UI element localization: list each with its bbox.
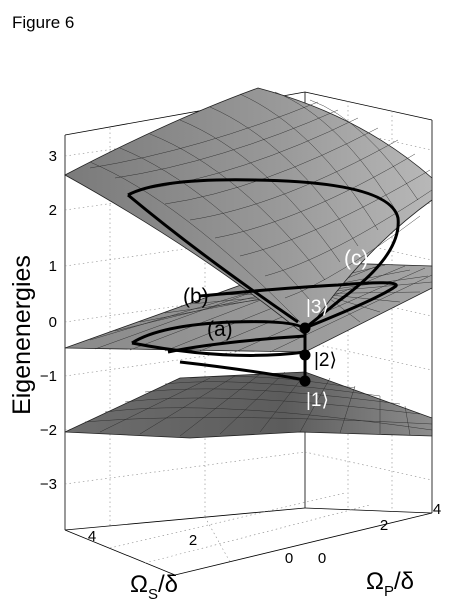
x-tick-2: 2: [189, 532, 197, 549]
surface-upper: [64, 87, 433, 336]
path-c: [127, 178, 400, 330]
z-tick-2: 2: [49, 202, 57, 219]
x-axis-label: ΩS/δ: [130, 571, 178, 603]
z-axis-label: Eigenenergies: [8, 255, 36, 415]
state-3-marker: [299, 322, 311, 334]
z-tick-3: 3: [49, 148, 57, 165]
y-label-rest: /δ: [394, 568, 414, 595]
y-tick-2: 2: [380, 517, 388, 534]
y-axis-label: ΩP/δ: [366, 568, 414, 600]
path-a: [131, 320, 307, 345]
path-c-upper-arm: [127, 193, 299, 324]
path-b: [199, 281, 398, 330]
z-tick-0: 0: [49, 314, 57, 331]
x-tick-labels: 4 2 0: [88, 528, 293, 567]
state-label-2: |2⟩: [314, 350, 337, 371]
x-label-rest: /δ: [158, 571, 178, 598]
y-tick-labels: 0 2 4: [318, 501, 441, 567]
path-label-a: (a): [207, 318, 233, 341]
state-1-marker: [299, 375, 311, 387]
path-a-lower: [131, 341, 306, 357]
x-tick-0: 0: [285, 550, 293, 567]
path-label-c: (c): [344, 247, 369, 270]
adiabatic-paths: [127, 178, 400, 382]
surface-lower: [64, 371, 433, 439]
state-markers: [299, 322, 311, 387]
x-tick-4: 4: [88, 528, 96, 545]
z-tick-neg2: −2: [40, 422, 57, 439]
y-label-symbol: Ω: [366, 568, 384, 595]
x-label-symbol: Ω: [130, 571, 148, 598]
z-tick-1: 1: [49, 258, 57, 275]
z-tick-neg1: −1: [40, 368, 57, 385]
state-2-marker: [299, 349, 311, 361]
z-tick-labels: 3 2 1 0 −1 −2 −3: [40, 148, 57, 493]
y-tick-4: 4: [433, 501, 441, 518]
y-tick-0: 0: [318, 550, 326, 567]
x-label-subscript: S: [148, 586, 158, 603]
y-label-subscript: P: [384, 583, 394, 600]
path-label-b: (b): [183, 285, 209, 308]
figure-label: Figure 6: [12, 13, 74, 32]
state-label-1: |1⟩: [306, 390, 329, 411]
path-a-inner: [167, 334, 306, 354]
path-to-ground: [179, 360, 306, 382]
state-label-3: |3⟩: [306, 297, 329, 318]
z-tick-neg3: −3: [40, 476, 57, 493]
